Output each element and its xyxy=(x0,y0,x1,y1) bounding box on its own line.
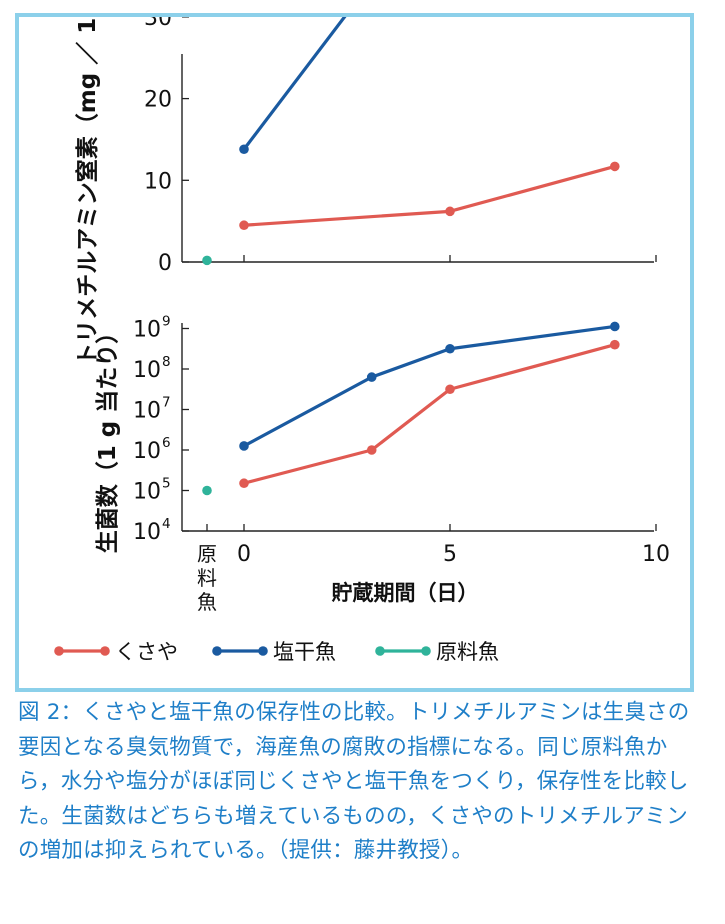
bottom-y-tick-base: 10 xyxy=(133,480,161,505)
bottom-x-category-label-char: 料 xyxy=(197,566,217,590)
legend-marker-genryo xyxy=(421,646,431,656)
bottom-point-kusaya xyxy=(610,339,620,350)
top-line-shiokanzakana xyxy=(242,0,360,151)
legend-label-genryo: 原料魚 xyxy=(436,640,499,664)
figure-caption: 図 2：くさやと塩干魚の保存性の比較。トリメチルアミンは生臭さの要因となる臭気物… xyxy=(18,700,690,863)
legend-marker-kusaya xyxy=(54,646,64,656)
top-point-kusaya xyxy=(445,206,455,217)
bottom-point-shiokanzakana xyxy=(366,372,377,382)
bottom-point-kusaya xyxy=(445,384,455,395)
bottom-point-kusaya xyxy=(239,478,249,489)
figure-frame: 01020304050トリメチルアミン窒素（mg ／ 100 g）1041051… xyxy=(15,0,694,692)
top-point-kusaya xyxy=(239,220,249,231)
bottom-point-shiokanzakana xyxy=(239,441,249,451)
bottom-point-shiokanzakana xyxy=(610,321,620,332)
bottom-x-tick-label: 10 xyxy=(642,542,670,567)
bottom-y-tick-exp: 8 xyxy=(162,354,171,370)
top-y-tick-label: 20 xyxy=(144,88,172,113)
bottom-point-shiokanzakana xyxy=(445,343,455,354)
top-point-kusaya xyxy=(610,161,620,172)
top-y-tick-label: 30 xyxy=(144,17,172,31)
legend-marker-shiokanzakana xyxy=(258,646,268,656)
bottom-y-axis-label: 生菌数（1 g 当たり） xyxy=(94,321,121,553)
bottom-point-kusaya xyxy=(366,445,377,455)
legend-marker-genryo xyxy=(375,646,385,656)
bottom-y-tick-exp: 7 xyxy=(162,395,171,411)
bottom-x-category-label-char: 魚 xyxy=(197,590,217,614)
legend-marker-shiokanzakana xyxy=(212,646,222,656)
bottom-line-shiokanzakana xyxy=(243,324,616,448)
bottom-line-kusaya xyxy=(243,343,616,485)
bottom-y-tick-exp: 6 xyxy=(162,435,171,451)
legend-label-shiokanzakana: 塩干魚 xyxy=(273,640,336,664)
bottom-y-tick-exp: 9 xyxy=(162,314,171,330)
bottom-x-category-label-char: 原 xyxy=(197,542,217,566)
chart-svg: 01020304050トリメチルアミン窒素（mg ／ 100 g）1041051… xyxy=(54,0,670,664)
bottom-y-tick-exp: 4 xyxy=(162,516,171,532)
legend-label-kusaya: くさや xyxy=(115,640,178,664)
bottom-y-tick-base: 10 xyxy=(133,358,161,383)
top-line-kusaya xyxy=(243,164,616,227)
legend-marker-kusaya xyxy=(100,646,110,656)
top-y-tick-label: 0 xyxy=(158,251,172,276)
top-y-tick-label: 10 xyxy=(144,169,172,194)
bottom-point-genryo xyxy=(202,485,212,496)
bottom-y-tick-exp: 5 xyxy=(162,476,171,492)
bottom-y-tick-base: 10 xyxy=(133,318,161,343)
bottom-y-tick-base: 10 xyxy=(133,399,161,424)
bottom-x-axis-label: 貯蔵期間（日） xyxy=(332,581,479,605)
top-y-axis-label: トリメチルアミン窒素（mg ／ 100 g） xyxy=(74,17,101,366)
bottom-y-tick-base: 10 xyxy=(133,439,161,464)
top-point-genryo xyxy=(202,255,212,266)
top-point-shiokanzakana xyxy=(239,144,249,155)
bottom-x-tick-label: 0 xyxy=(237,542,251,567)
bottom-y-tick-base: 10 xyxy=(133,520,161,545)
bottom-x-tick-label: 5 xyxy=(443,542,457,567)
